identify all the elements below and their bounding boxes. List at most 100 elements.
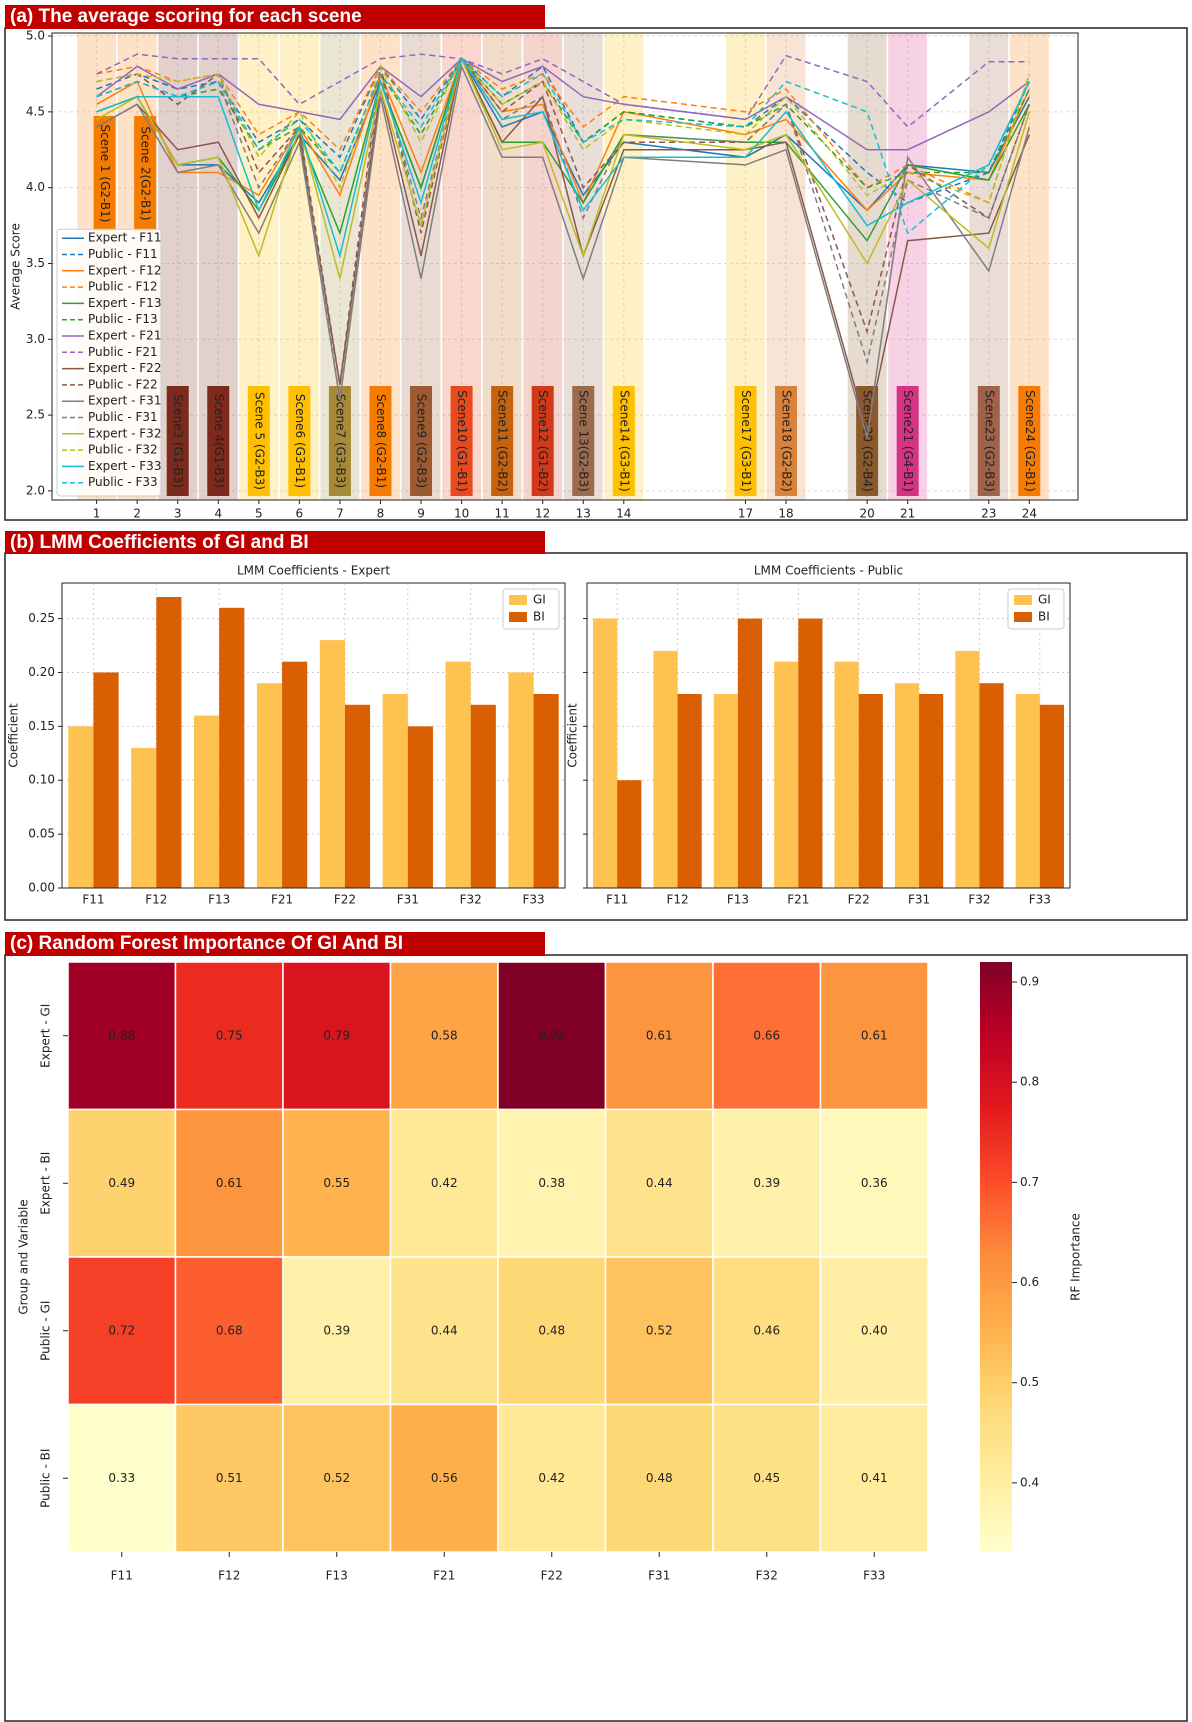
scene-label-box [328,386,351,496]
bar [156,597,182,888]
legend-label: Public - F33 [88,475,158,489]
heatmap-cell [712,961,822,1111]
legend-label: BI [533,610,545,624]
legend-label: Expert - F13 [88,296,161,310]
scene-label-box [1018,386,1041,496]
scene-label: Scene7 (G3-B3) [333,394,347,488]
scene-label: Scene6 (G3-B1) [293,394,307,488]
heatmap-cell [604,1108,714,1258]
heatmap-cell [712,1108,822,1258]
y-tick-label: 4.5 [26,104,45,118]
cell-label: 0.48 [646,1471,673,1485]
legend-label: Expert - F33 [88,459,161,473]
legend-label: Public - F32 [88,443,158,457]
scene-label-box [734,386,757,496]
panel-frame [4,27,1188,521]
cell-label: 0.44 [431,1323,458,1337]
x-tick-label: F13 [208,893,230,907]
cell-label: 0.72 [108,1323,135,1337]
x-tick-label: 21 [900,507,915,521]
scene-label: Scene14 (G3-B1) [617,390,631,492]
scene-label: Scene9 (G2-B3) [415,394,429,488]
x-tick-label: F12 [145,893,167,907]
x-tick-label: F11 [606,893,628,907]
x-tick-label: F11 [82,893,104,907]
x-tick-label: F12 [666,893,688,907]
heatmap-cell [389,1108,499,1258]
x-tick-label: 2 [133,507,141,521]
heatmap-cell [497,1403,607,1553]
scene-label: Scene17 (G3-B1) [739,390,753,492]
x-tick-label: 7 [336,507,344,521]
cell-label: 0.52 [323,1471,350,1485]
y-tick-label: Public - BI [39,1449,53,1508]
x-tick-label: F13 [326,1569,348,1583]
bar [617,780,642,888]
x-tick-label: 5 [255,507,263,521]
bar [194,715,220,888]
series-line [96,56,1030,212]
bar [677,694,702,888]
x-tick-label: F33 [863,1569,885,1583]
legend-label: Public - F12 [88,280,158,294]
cell-label: 0.36 [861,1176,888,1190]
legend-label: Public - F22 [88,377,158,391]
series-line [96,57,1030,235]
legend-label: Expert - F22 [88,361,161,375]
x-tick-label: F21 [271,893,293,907]
cell-label: 0.61 [861,1028,888,1042]
scene-label: Scene 4(G1-B3) [212,394,226,488]
bar [919,694,944,888]
cell-label: 0.88 [108,1028,135,1042]
scene-label: Scene18 (G2-B2) [780,390,794,492]
scene-label-box [612,386,635,496]
cell-label: 0.56 [431,1471,458,1485]
legend-label: BI [1038,610,1050,624]
cell-label: 0.46 [753,1323,780,1337]
x-tick-label: 12 [535,507,550,521]
legend-label: Expert - F11 [88,231,161,245]
heatmap-cell [819,961,929,1111]
heatmap-cell [712,1403,822,1553]
bar [774,661,799,888]
legend-swatch [1014,595,1032,605]
cell-label: 0.42 [431,1176,458,1190]
legend-label: GI [1038,593,1051,607]
heatmap-cell [497,961,607,1111]
y-axis-label: Group and Variable [17,1199,31,1314]
cell-label: 0.75 [216,1028,243,1042]
x-tick-label: F32 [756,1569,778,1583]
x-tick-label: 23 [981,507,996,521]
legend-label: Public - F31 [88,410,158,424]
series-line [96,57,1030,151]
cell-label: 0.58 [431,1028,458,1042]
scene-label: Scene8 (G2-B1) [374,394,388,488]
scene-label: Scene 13(G2-B3) [577,390,591,492]
bar [256,683,283,888]
heatmap-cell [819,1108,929,1258]
bar [593,618,618,888]
x-tick-label: F33 [1029,893,1051,907]
bar [131,747,157,888]
bar [1015,694,1040,888]
scene-label: Scene10 (G1-B1) [455,390,469,492]
legend-label: Public - F13 [88,312,158,326]
x-tick-label: 24 [1022,507,1037,521]
scene-label: Scene11 (G2-B2) [496,390,510,492]
bar [344,704,371,888]
y-tick-label: 3.0 [26,332,45,346]
scene-label-box [410,386,433,496]
x-tick-label: 10 [454,507,469,521]
x-tick-label: 3 [174,507,182,521]
cell-label: 0.39 [753,1176,780,1190]
scene-label: Scene 1 (G2-B1) [98,125,112,223]
cell-label: 0.38 [538,1176,565,1190]
heatmap-cell [174,961,284,1111]
axes-frame [586,582,1071,889]
series-line [96,56,1030,431]
heatmap-cell [174,1403,284,1553]
heatmap-cell [819,1403,929,1553]
x-tick-label: F21 [433,1569,455,1583]
cell-label: 0.49 [108,1176,135,1190]
series-line [96,57,1030,259]
